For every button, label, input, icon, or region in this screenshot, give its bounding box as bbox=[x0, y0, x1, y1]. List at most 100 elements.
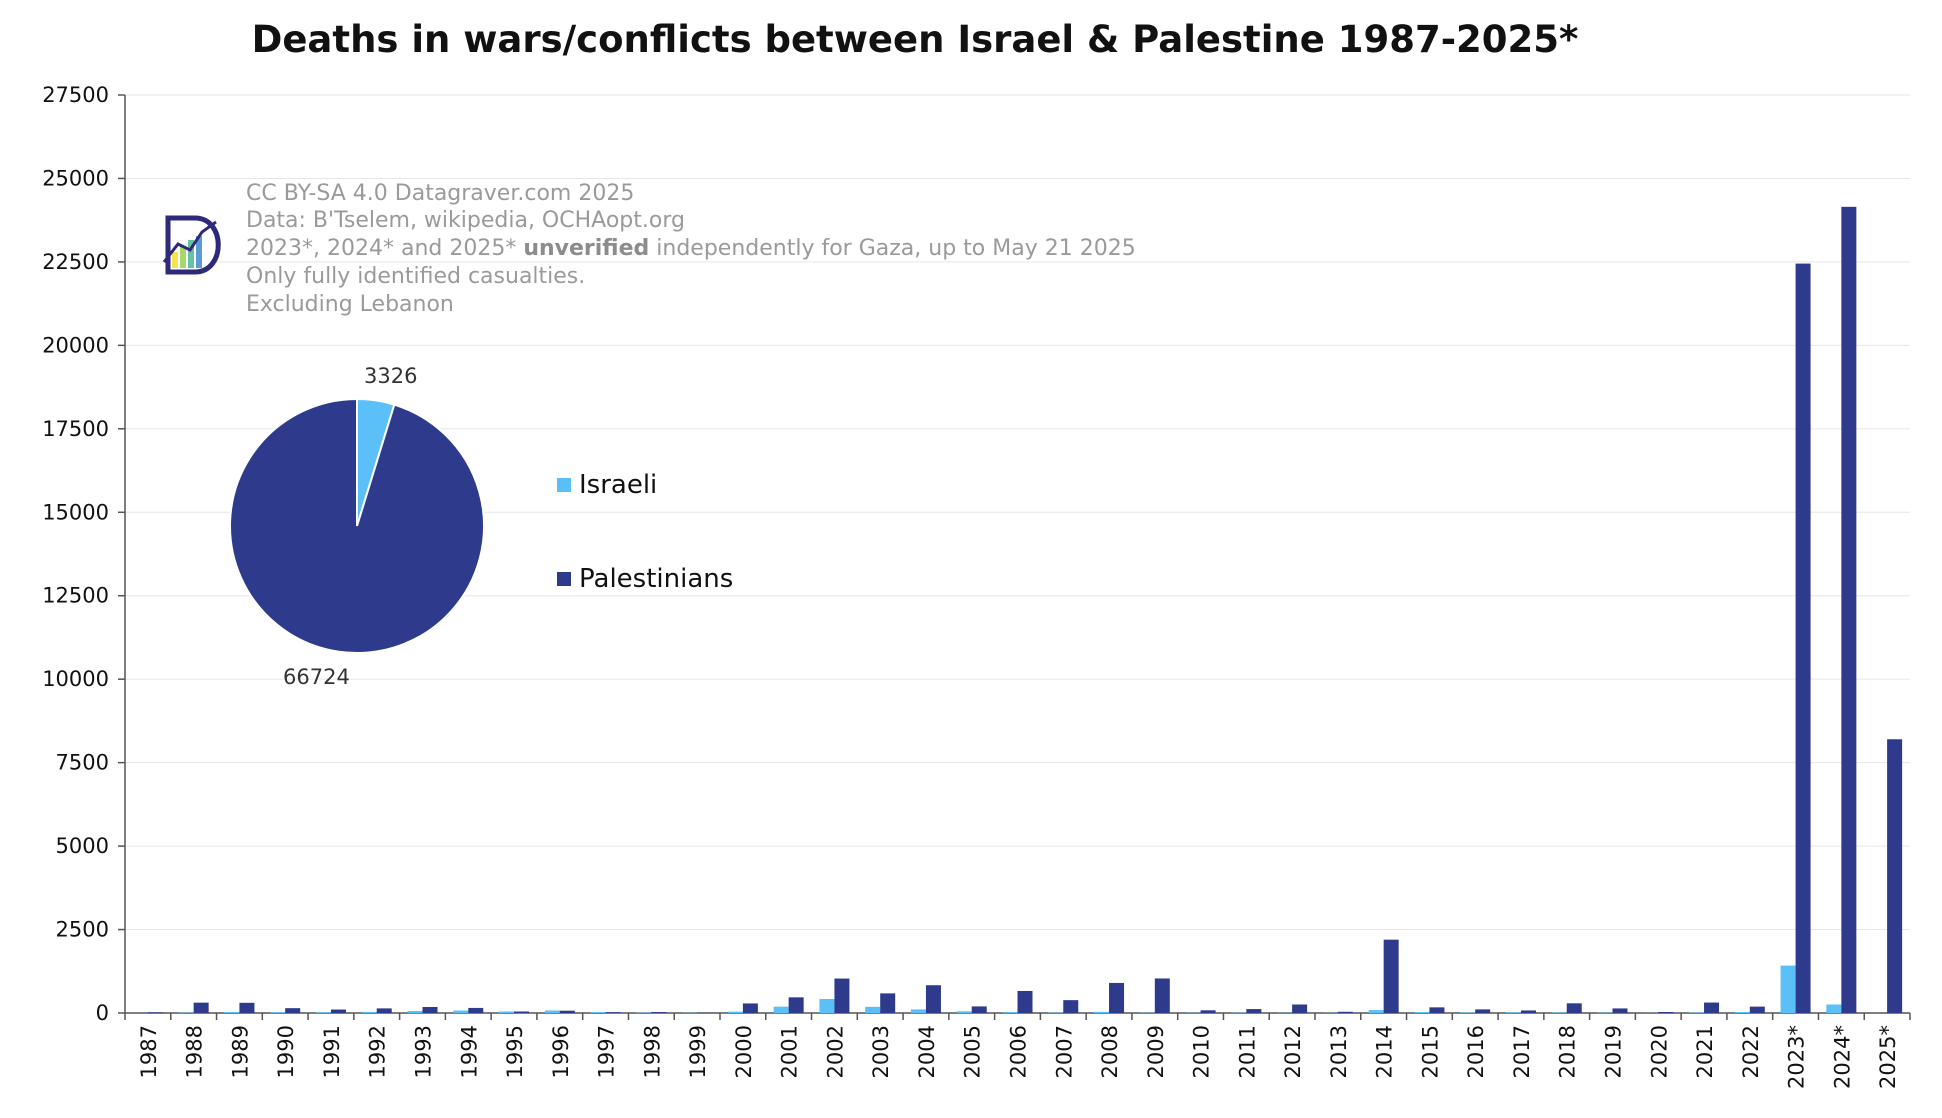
x-tick-label: 2003 bbox=[869, 1025, 893, 1078]
bar-palestinians-2010 bbox=[1200, 1010, 1216, 1013]
y-tick-label: 20000 bbox=[42, 333, 109, 357]
y-tick-label: 27500 bbox=[42, 83, 109, 107]
bar-palestinians-2023 bbox=[1795, 263, 1811, 1013]
note-unverified: 2023*, 2024* and 2025* unverified indepe… bbox=[246, 236, 1136, 261]
bar-palestinians-1995 bbox=[514, 1011, 530, 1013]
note-sources: Data: B'Tselem, wikipedia, OCHAopt.org bbox=[246, 208, 685, 233]
x-tick-label: 1997 bbox=[595, 1025, 619, 1078]
x-tick-label: 2000 bbox=[732, 1025, 756, 1078]
bar-israeli-1995 bbox=[499, 1011, 515, 1013]
x-tick-label: 2020 bbox=[1647, 1025, 1671, 1078]
x-tick-label: 1993 bbox=[412, 1025, 436, 1078]
bar-palestinians-2001 bbox=[788, 997, 804, 1013]
bar-palestinians-2015 bbox=[1429, 1007, 1445, 1013]
x-tick-label: 1989 bbox=[228, 1025, 252, 1078]
x-tick-label: 2011 bbox=[1235, 1025, 1259, 1078]
x-tick-label: 1992 bbox=[366, 1025, 390, 1078]
y-tick-label: 25000 bbox=[42, 166, 109, 190]
bar-israeli-2022 bbox=[1734, 1011, 1750, 1013]
x-tick-label: 1999 bbox=[686, 1025, 710, 1078]
bar-palestinians-1988 bbox=[193, 1002, 209, 1013]
bar-palestinians-2011 bbox=[1246, 1009, 1262, 1013]
x-tick-label: 1996 bbox=[549, 1025, 573, 1078]
x-tick-label: 2002 bbox=[823, 1025, 847, 1078]
x-tick-label: 2018 bbox=[1556, 1025, 1580, 1078]
x-tick-label: 2001 bbox=[778, 1025, 802, 1078]
x-tick-label: 2010 bbox=[1190, 1025, 1214, 1078]
bar-palestinians-1990 bbox=[285, 1008, 301, 1013]
legend-swatch-palestinians bbox=[557, 572, 571, 586]
legend-label-palestinians: Palestinians bbox=[579, 564, 734, 594]
y-tick-label: 10000 bbox=[42, 667, 109, 691]
bar-israeli-1997 bbox=[590, 1012, 606, 1013]
x-tick-label: 2009 bbox=[1144, 1025, 1168, 1078]
x-tick-label: 2008 bbox=[1098, 1025, 1122, 1078]
y-tick-label: 5000 bbox=[56, 834, 109, 858]
bar-israeli-1990 bbox=[270, 1012, 286, 1013]
y-tick-label: 12500 bbox=[42, 584, 109, 608]
legend-label-israeli: Israeli bbox=[579, 470, 658, 500]
bar-israeli-2003 bbox=[865, 1006, 881, 1013]
bar-palestinians-2020 bbox=[1658, 1011, 1674, 1013]
x-tick-label: 2004 bbox=[915, 1025, 939, 1078]
legend-item-israeli: Israeli bbox=[557, 470, 657, 500]
bar-palestinians-2025 bbox=[1887, 739, 1903, 1013]
y-tick-label: 7500 bbox=[56, 751, 109, 775]
bar-palestinians-2012 bbox=[1292, 1004, 1308, 1013]
chart-title: Deaths in wars/conflicts between Israel … bbox=[251, 18, 1579, 61]
y-tick-label: 0 bbox=[96, 1001, 109, 1025]
bar-israeli-2006 bbox=[1002, 1012, 1018, 1013]
bar-palestinians-1994 bbox=[468, 1007, 484, 1013]
bar-palestinians-2009 bbox=[1154, 978, 1170, 1013]
bar-palestinians-1992 bbox=[376, 1008, 392, 1013]
note-unverified-pre: 2023*, 2024* and 2025* bbox=[246, 236, 524, 261]
bar-palestinians-2004 bbox=[925, 985, 941, 1013]
y-tick-label: 17500 bbox=[42, 417, 109, 441]
note-identified: Only fully identified casualties. bbox=[246, 264, 586, 289]
bar-palestinians-2008 bbox=[1109, 982, 1125, 1013]
x-tick-label: 2017 bbox=[1510, 1025, 1534, 1078]
bar-palestinians-1997 bbox=[605, 1012, 621, 1013]
datagraver-logo-icon bbox=[162, 215, 221, 275]
note-lebanon: Excluding Lebanon bbox=[246, 292, 454, 317]
x-tick-label: 2023* bbox=[1785, 1025, 1809, 1089]
x-tick-label: 2005 bbox=[961, 1025, 985, 1078]
x-tick-label: 1991 bbox=[320, 1025, 344, 1078]
x-tick-label: 1994 bbox=[457, 1025, 481, 1078]
pie-label-israeli: 3326 bbox=[364, 364, 418, 388]
bar-palestinians-1998 bbox=[651, 1012, 667, 1013]
x-tick-labels: 1987 1988 1989 1990 1991 1992 1993 1994 1995 1996… bbox=[124, 1013, 1911, 1089]
note-license: CC BY-SA 4.0 Datagraver.com 2025 bbox=[246, 181, 635, 206]
bar-israeli-2017 bbox=[1505, 1012, 1521, 1013]
x-tick-label: 2024* bbox=[1830, 1025, 1854, 1089]
y-tick-label: 15000 bbox=[42, 500, 109, 524]
bar-israeli-1993 bbox=[407, 1010, 423, 1013]
bar-palestinians-2016 bbox=[1475, 1009, 1491, 1013]
x-tick-label: 2015 bbox=[1418, 1025, 1442, 1078]
legend-item-palestinians: Palestinians bbox=[557, 564, 733, 594]
x-tick-label: 2007 bbox=[1052, 1025, 1076, 1078]
bar-palestinians-2002 bbox=[834, 978, 850, 1013]
bar-israeli-1992 bbox=[361, 1011, 377, 1013]
bar-israeli-2023 bbox=[1780, 965, 1796, 1013]
bar-israeli-2015 bbox=[1414, 1012, 1430, 1013]
bar-israeli-2004 bbox=[910, 1009, 926, 1013]
bar-palestinians-2006 bbox=[1017, 990, 1033, 1013]
x-tick-label: 1990 bbox=[274, 1025, 298, 1078]
gridlines bbox=[118, 94, 1910, 1014]
bar-palestinians-2021 bbox=[1704, 1002, 1720, 1013]
bar-palestinians-2019 bbox=[1612, 1008, 1628, 1013]
bar-israeli-2000 bbox=[727, 1011, 743, 1013]
note-unverified-post: independently for Gaza, up to May 21 202… bbox=[649, 236, 1136, 261]
bar-israeli-2014 bbox=[1368, 1010, 1384, 1013]
pie-slice-palestinians bbox=[229, 397, 485, 654]
y-tick-label: 22500 bbox=[42, 250, 109, 274]
bar-palestinians-1991 bbox=[330, 1009, 346, 1013]
bar-palestinians-2007 bbox=[1063, 1000, 1079, 1013]
bar-palestinians-2018 bbox=[1566, 1003, 1582, 1013]
bar-israeli-1996 bbox=[544, 1010, 560, 1013]
pie-chart bbox=[229, 397, 485, 654]
bar-israeli-2024 bbox=[1826, 1004, 1842, 1013]
pie-label-palestinian: 66724 bbox=[283, 665, 350, 689]
x-tick-label: 1987 bbox=[137, 1025, 161, 1078]
